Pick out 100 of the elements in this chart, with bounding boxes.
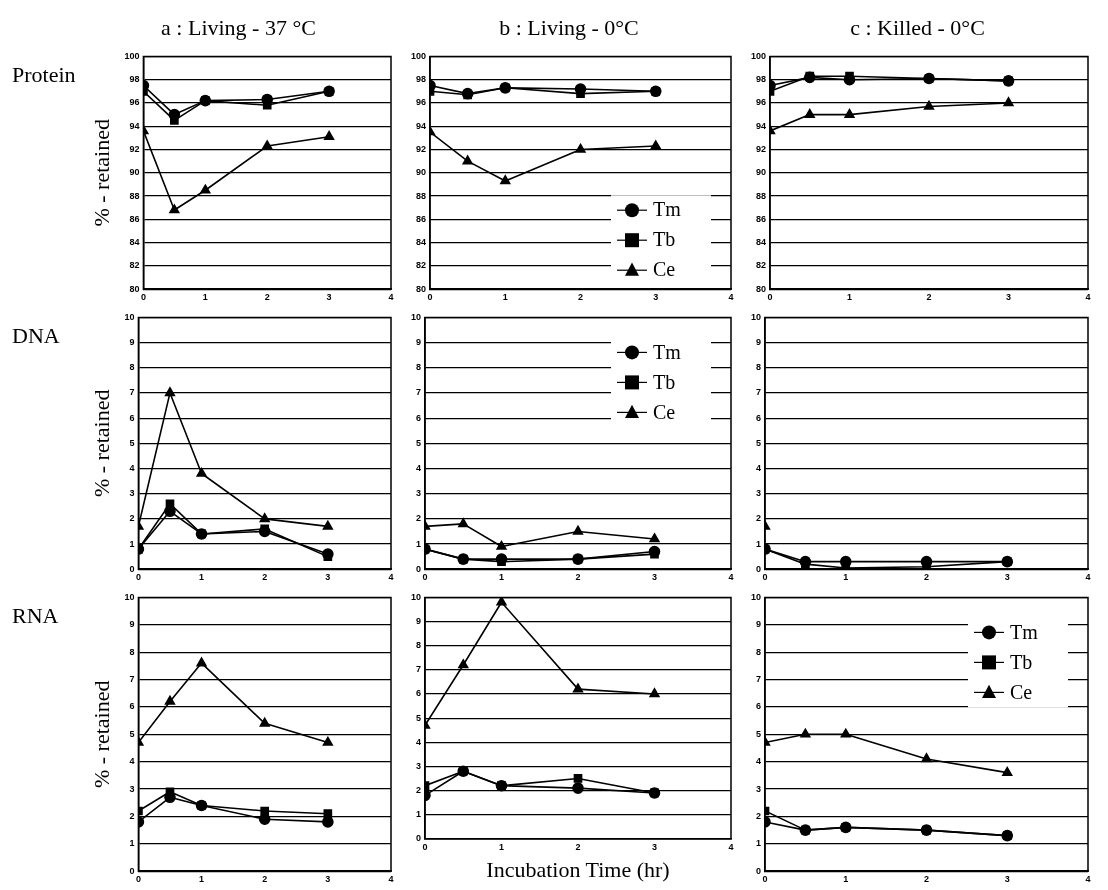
x-tick-label: 1 — [499, 841, 505, 852]
legend-label: Ce — [653, 258, 676, 281]
y-tick-label: 90 — [756, 167, 767, 178]
x-tick-label: 3 — [1004, 572, 1010, 583]
x-tick-label: 4 — [1085, 874, 1091, 885]
x-tick-label: 2 — [926, 292, 932, 303]
y-tick-label: 0 — [129, 865, 135, 876]
y-tick-label: 6 — [416, 688, 422, 699]
y-tick-label: 80 — [129, 283, 140, 294]
y-tick-label: 5 — [756, 728, 762, 739]
y-tick-label: 10 — [751, 311, 762, 322]
legend-label: Ce — [1010, 680, 1033, 703]
y-tick-label: 2 — [416, 785, 422, 795]
y-tick-label: 4 — [129, 756, 135, 767]
x-tick-label: 3 — [326, 292, 332, 303]
y-tick-label: 7 — [416, 387, 422, 398]
y-tick-label: 0 — [129, 563, 135, 574]
y-tick-label: 7 — [756, 674, 762, 685]
y-tick-label: 8 — [416, 640, 422, 651]
x-tick-label: 2 — [262, 874, 268, 885]
y-tick-label: 82 — [756, 260, 767, 271]
x-tick-label: 1 — [843, 874, 849, 885]
y-tick-label: 10 — [411, 311, 422, 322]
x-tick-label: 3 — [325, 874, 331, 885]
chart-title: a : Living - 37 °C — [161, 14, 316, 40]
y-tick-label: 0 — [416, 563, 422, 574]
y-tick-label: 3 — [756, 783, 762, 794]
y-tick-label: 1 — [756, 538, 762, 549]
y-tick-label: 6 — [129, 412, 135, 423]
y-tick-label: 10 — [751, 591, 762, 602]
chart-title: c : Killed - 0°C — [850, 14, 985, 40]
x-tick-label: 1 — [843, 572, 849, 583]
y-tick-label: 0 — [756, 563, 762, 574]
y-tick-label: 4 — [129, 462, 135, 473]
y-tick-label: 88 — [416, 190, 427, 201]
y-tick-label: 86 — [129, 213, 140, 224]
x-tick-label: 4 — [1085, 292, 1091, 303]
y-tick-label: 10 — [411, 591, 422, 602]
x-axis-title: Incubation Time (hr) — [486, 856, 670, 882]
y-tick-label: 100 — [410, 50, 427, 61]
y-tick-label: 5 — [416, 437, 422, 448]
y-tick-label: 6 — [756, 412, 762, 423]
y-tick-label: 7 — [416, 664, 422, 675]
y-tick-label: 4 — [416, 462, 422, 473]
y-tick-label: 9 — [756, 619, 762, 630]
chart-title: b : Living - 0°C — [499, 14, 639, 40]
y-tick-label: 96 — [756, 97, 767, 108]
y-tick-label: 94 — [756, 120, 767, 131]
y-tick-label: 7 — [129, 674, 135, 685]
y-tick-label: 84 — [416, 237, 427, 248]
x-tick-label: 2 — [264, 292, 270, 303]
legend-label: Tm — [653, 340, 682, 363]
y-tick-label: 90 — [416, 167, 427, 178]
legend-label: Tb — [1010, 650, 1033, 673]
legend-label: Tb — [653, 370, 676, 393]
x-tick-label: 2 — [578, 292, 584, 303]
y-tick-label: 6 — [756, 701, 762, 712]
y-tick-label: 2 — [756, 810, 762, 821]
y-tick-label: 3 — [129, 783, 135, 794]
y-tick-label: 9 — [129, 337, 135, 348]
y-tick-label: 80 — [756, 283, 767, 294]
x-tick-label: 2 — [924, 874, 930, 885]
x-tick-label: 3 — [651, 572, 658, 583]
y-tick-label: 96 — [129, 97, 140, 108]
y-tick-label: 9 — [129, 619, 135, 630]
y-tick-label: 82 — [416, 260, 427, 271]
x-tick-label: 1 — [847, 292, 853, 303]
x-tick-label: 3 — [653, 292, 659, 303]
y-axis-title: % - retained — [88, 680, 114, 789]
y-tick-label: 92 — [756, 144, 767, 154]
y-tick-label: 92 — [129, 144, 140, 154]
y-tick-label: 4 — [416, 736, 422, 747]
y-tick-label: 86 — [416, 213, 427, 224]
legend-label: Tm — [1010, 620, 1039, 643]
text: Protein — [12, 62, 76, 88]
y-tick-label: 9 — [416, 337, 422, 348]
x-tick-label: 2 — [575, 841, 581, 852]
y-tick-label: 10 — [124, 311, 135, 322]
y-tick-label: 5 — [416, 712, 422, 723]
y-tick-label: 94 — [129, 120, 140, 131]
y-tick-label: 9 — [756, 337, 762, 348]
x-tick-label: 1 — [202, 292, 208, 303]
y-tick-label: 86 — [756, 213, 767, 224]
y-tick-label: 7 — [129, 387, 135, 398]
y-tick-label: 92 — [416, 144, 427, 154]
y-tick-label: 94 — [416, 120, 427, 131]
y-tick-label: 84 — [129, 237, 140, 248]
y-tick-label: 8 — [129, 362, 135, 373]
y-axis-title: % - retained — [88, 119, 114, 227]
y-tick-label: 2 — [756, 513, 762, 524]
x-tick-label: 4 — [388, 874, 394, 885]
y-tick-label: 6 — [416, 412, 422, 423]
y-tick-label: 100 — [124, 50, 140, 61]
y-tick-label: 82 — [129, 260, 140, 271]
y-tick-label: 2 — [129, 513, 135, 524]
y-tick-label: 98 — [756, 74, 767, 85]
x-tick-label: 2 — [262, 572, 268, 583]
text: DNA — [12, 323, 60, 349]
x-tick-label: 1 — [502, 292, 508, 303]
y-tick-label: 1 — [416, 809, 422, 820]
